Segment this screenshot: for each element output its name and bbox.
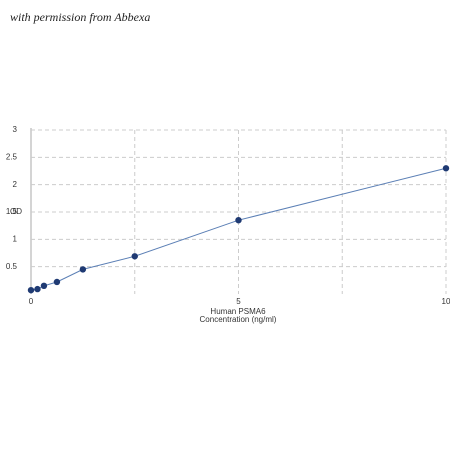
x-tick-label: 10 — [442, 297, 450, 306]
y-tick-label: 2.5 — [6, 152, 18, 161]
y-tick-label: 3 — [13, 125, 18, 134]
y-tick-label: 1 — [13, 234, 18, 243]
data-point — [40, 282, 48, 289]
data-point — [34, 285, 41, 293]
x-axis-label: Human PSMA6 — [210, 307, 266, 316]
x-axis-label: Concentration (ng/ml) — [200, 315, 277, 324]
x-tick-label: 5 — [236, 297, 241, 306]
watermark: with permission from Abbexa — [10, 10, 150, 24]
y-tick-label: 2 — [13, 180, 18, 189]
data-point — [235, 217, 242, 224]
y-axis-label: OD — [10, 207, 22, 216]
data-point — [131, 253, 138, 260]
y-tick-label: 1.5 — [6, 207, 18, 216]
data-point — [53, 278, 61, 286]
y-tick-label: 0.5 — [6, 262, 18, 271]
data-point — [27, 286, 35, 294]
data-point — [442, 165, 450, 172]
x-tick-label: 0 — [29, 297, 34, 306]
data-point — [79, 266, 87, 273]
